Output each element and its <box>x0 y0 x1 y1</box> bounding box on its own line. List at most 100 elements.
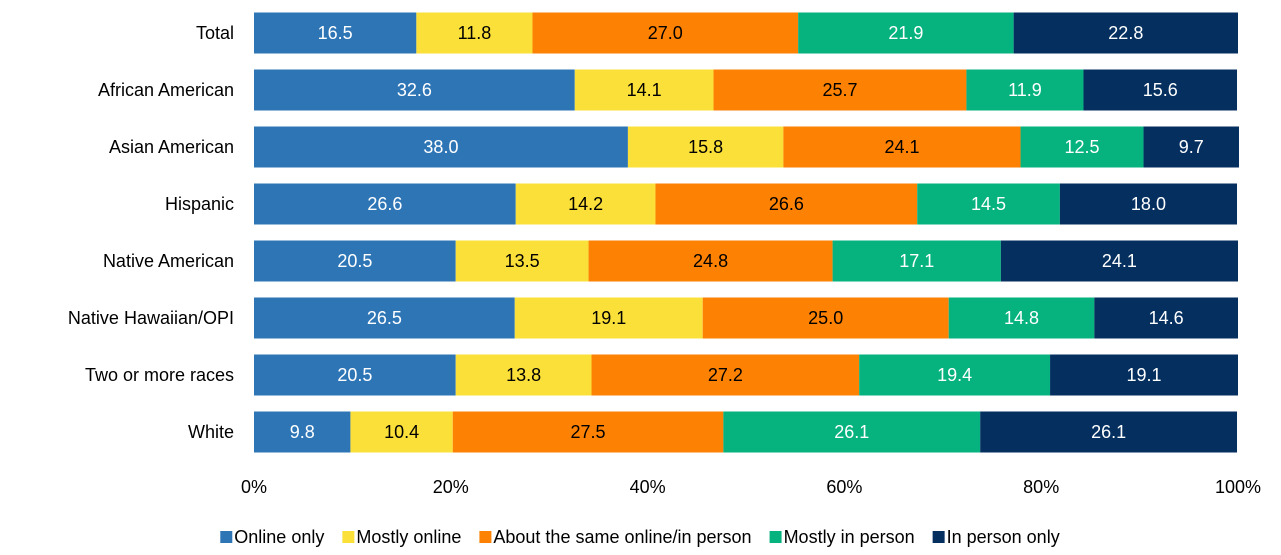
bar-segment <box>702 297 949 339</box>
value-label: 22.8 <box>1108 23 1143 43</box>
legend-label: In person only <box>947 527 1060 547</box>
value-label: 14.6 <box>1149 308 1184 328</box>
bar-segment <box>591 354 860 396</box>
legend-label: Mostly in person <box>784 527 915 547</box>
bar-segment <box>452 411 724 453</box>
legend-swatch <box>769 531 782 543</box>
bar-segment <box>514 297 703 339</box>
category-label: White <box>188 422 234 442</box>
bar-segment <box>948 297 1095 339</box>
bar-segment <box>723 411 981 453</box>
x-tick-label: 100% <box>1215 477 1261 497</box>
bar-segment <box>455 354 592 396</box>
value-label: 24.8 <box>693 251 728 271</box>
value-label: 19.1 <box>1127 365 1162 385</box>
bar-segment <box>1050 354 1238 396</box>
bar-segment <box>783 126 1021 168</box>
value-label: 13.5 <box>505 251 540 271</box>
bar-segment <box>254 411 351 453</box>
category-label: Hispanic <box>165 194 234 214</box>
bar-segment <box>1000 240 1238 282</box>
bar-segment <box>455 240 589 282</box>
value-label: 38.0 <box>423 137 458 157</box>
value-label: 26.1 <box>1091 422 1126 442</box>
value-label: 25.7 <box>822 80 857 100</box>
value-label: 9.8 <box>290 422 315 442</box>
value-label: 11.8 <box>458 23 492 43</box>
x-tick-label: 40% <box>630 477 666 497</box>
bar-segment <box>254 240 456 282</box>
category-label: Total <box>196 23 234 43</box>
bar-segment <box>1013 12 1238 54</box>
bar-segment <box>254 297 515 339</box>
value-label: 27.2 <box>708 365 743 385</box>
bar-segment <box>1083 69 1238 111</box>
value-label: 14.8 <box>1004 308 1039 328</box>
bar-segment <box>254 69 575 111</box>
legend-label: Online only <box>234 527 324 547</box>
value-label: 21.9 <box>888 23 923 43</box>
value-label: 9.7 <box>1179 137 1204 157</box>
bar-segment <box>350 411 453 453</box>
value-label: 15.8 <box>688 137 723 157</box>
bar-segment <box>532 12 799 54</box>
value-label: 16.5 <box>318 23 353 43</box>
bar-segment <box>655 183 918 225</box>
bar-segment <box>254 354 456 396</box>
value-label: 19.4 <box>937 365 972 385</box>
value-label: 18.0 <box>1131 194 1166 214</box>
bar-segment <box>574 69 714 111</box>
bar-segment <box>966 69 1084 111</box>
category-label: Two or more races <box>85 365 234 385</box>
bar-segment <box>254 12 417 54</box>
value-label: 32.6 <box>397 80 432 100</box>
bar-segment <box>980 411 1238 453</box>
x-tick-label: 80% <box>1023 477 1059 497</box>
x-tick-label: 20% <box>433 477 469 497</box>
value-label: 20.5 <box>337 365 372 385</box>
bar-segment <box>627 126 784 168</box>
value-label: 14.2 <box>568 194 603 214</box>
value-label: 24.1 <box>884 137 919 157</box>
value-label: 15.6 <box>1143 80 1178 100</box>
legend-label: Mostly online <box>356 527 461 547</box>
value-label: 14.1 <box>627 80 662 100</box>
legend-swatch <box>479 531 492 543</box>
value-label: 11.9 <box>1008 80 1042 100</box>
category-label: Native American <box>103 251 234 271</box>
bar-segment <box>515 183 656 225</box>
value-label: 20.5 <box>337 251 372 271</box>
legend-swatch <box>932 531 945 543</box>
bar-segment <box>917 183 1060 225</box>
category-label: African American <box>98 80 234 100</box>
bar-segment <box>713 69 967 111</box>
bar-segment <box>254 126 628 168</box>
value-label: 14.5 <box>971 194 1006 214</box>
bar-segment <box>1143 126 1239 168</box>
value-label: 13.8 <box>506 365 541 385</box>
category-label: Native Hawaiian/OPI <box>68 308 234 328</box>
bar-segment <box>1020 126 1144 168</box>
bar-segment <box>254 183 516 225</box>
bar-segment <box>416 12 533 54</box>
bar-segment <box>588 240 833 282</box>
value-label: 26.6 <box>769 194 804 214</box>
x-tick-label: 60% <box>826 477 862 497</box>
bar-segment <box>1094 297 1238 339</box>
value-label: 26.5 <box>367 308 402 328</box>
value-label: 17.1 <box>899 251 934 271</box>
value-label: 27.0 <box>648 23 683 43</box>
legend-label: About the same online/in person <box>493 527 751 547</box>
value-label: 26.6 <box>367 194 402 214</box>
bar-segment <box>798 12 1014 54</box>
value-label: 27.5 <box>571 422 606 442</box>
value-label: 19.1 <box>591 308 626 328</box>
value-label: 24.1 <box>1102 251 1137 271</box>
value-label: 25.0 <box>808 308 843 328</box>
value-label: 10.4 <box>384 422 419 442</box>
category-label: Asian American <box>109 137 234 157</box>
value-label: 26.1 <box>834 422 869 442</box>
x-tick-label: 0% <box>241 477 267 497</box>
bar-segment <box>832 240 1001 282</box>
